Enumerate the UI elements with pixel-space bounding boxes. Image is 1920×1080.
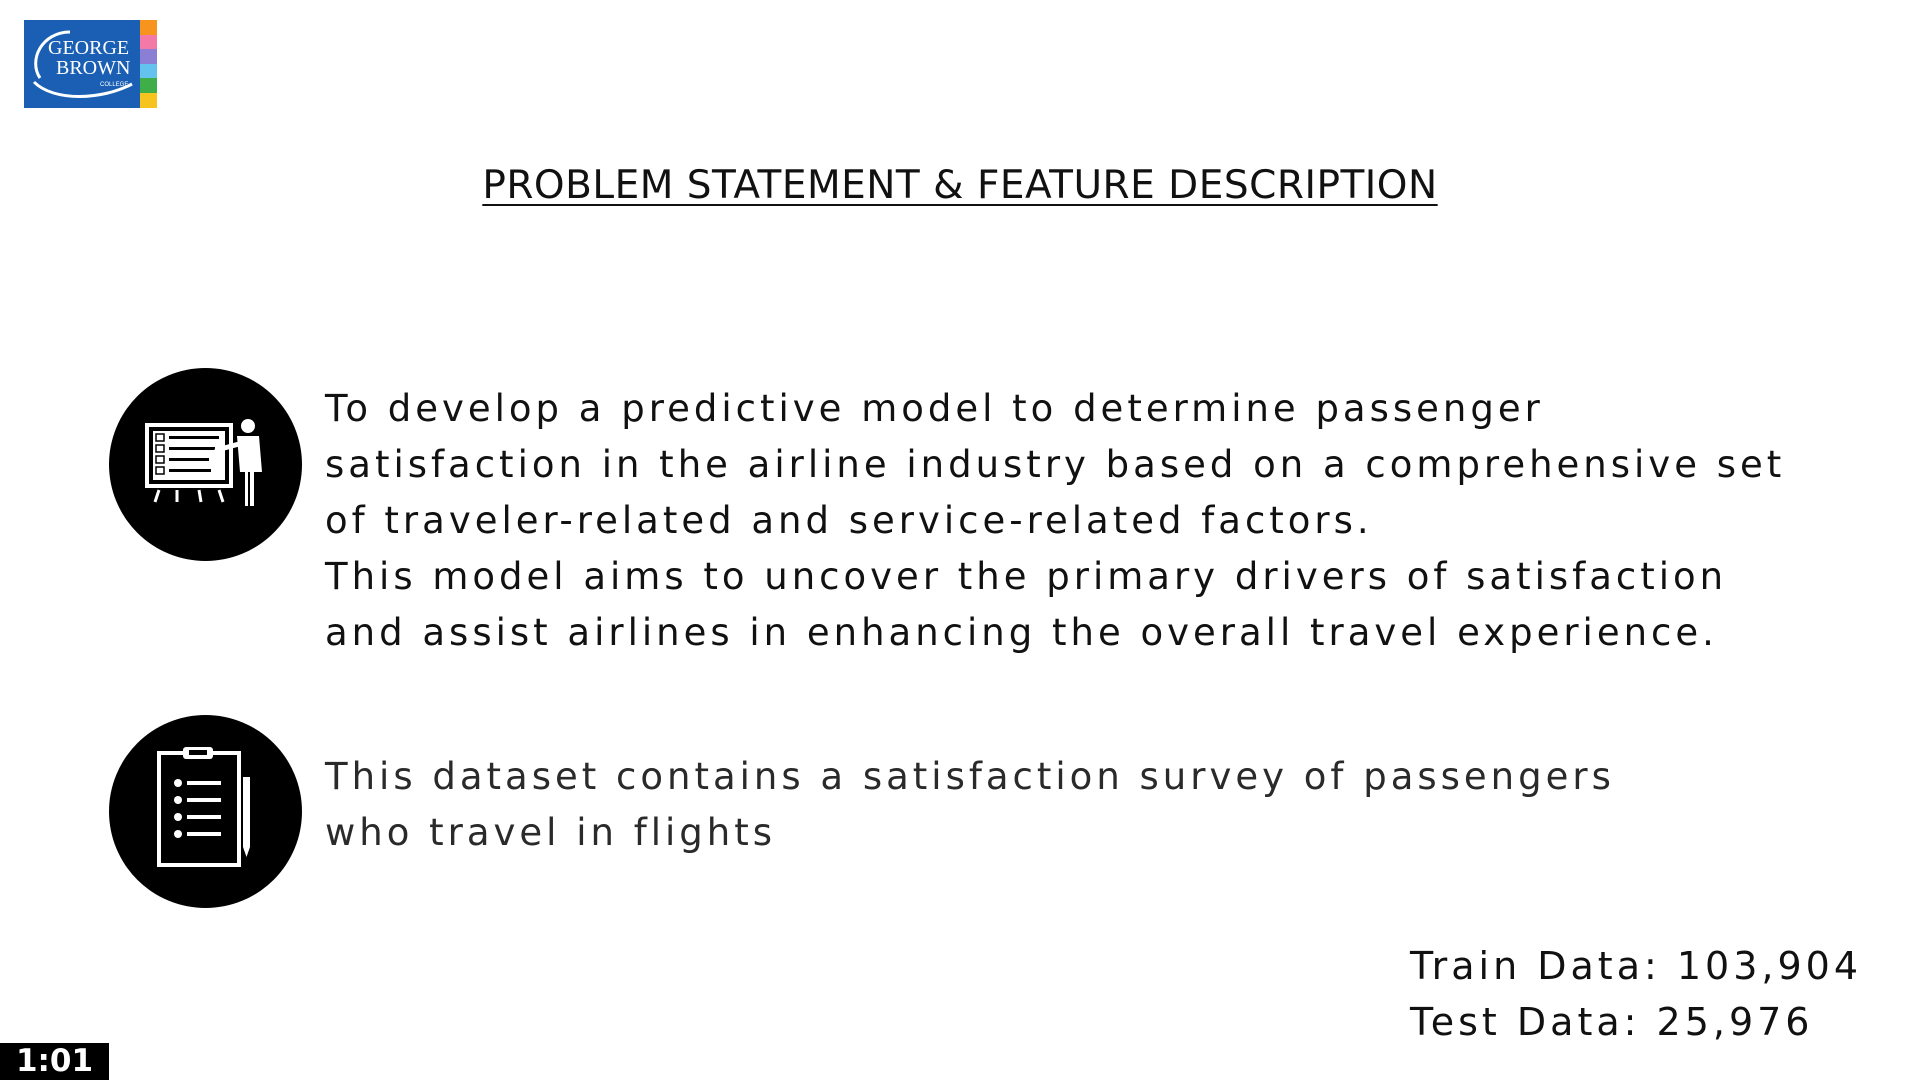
svg-text:COLLEGE: COLLEGE: [100, 82, 128, 88]
problem-line: of traveler-related and service-related …: [325, 499, 1373, 542]
problem-line: satisfaction in the airline industry bas…: [325, 443, 1786, 486]
problem-statement: To develop a predictive model to determi…: [325, 381, 1785, 661]
clipboard-icon: [109, 715, 302, 908]
train-data-count: Train Data: 103,904: [1410, 944, 1863, 988]
problem-line: This model aims to uncover the primary d…: [325, 555, 1728, 598]
data-stats: Train Data: 103,904 Test Data: 25,976: [1410, 938, 1862, 1050]
svg-text:BROWN: BROWN: [56, 57, 130, 79]
test-data-count: Test Data: 25,976: [1410, 1000, 1814, 1044]
problem-line: and assist airlines in enhancing the ove…: [325, 611, 1718, 654]
dataset-line: who travel in flights: [325, 811, 777, 854]
george-brown-college-logo: GEORGE BROWN COLLEGE: [24, 20, 157, 108]
page-title: PROBLEM STATEMENT & FEATURE DESCRIPTION: [482, 163, 1438, 208]
svg-text:GEORGE: GEORGE: [48, 37, 129, 59]
presentation-icon: [109, 368, 302, 561]
dataset-line: This dataset contains a satisfaction sur…: [325, 755, 1615, 798]
video-timestamp: 1:01: [0, 1043, 109, 1080]
problem-line: To develop a predictive model to determi…: [325, 387, 1544, 430]
dataset-description: This dataset contains a satisfaction sur…: [325, 749, 1615, 861]
